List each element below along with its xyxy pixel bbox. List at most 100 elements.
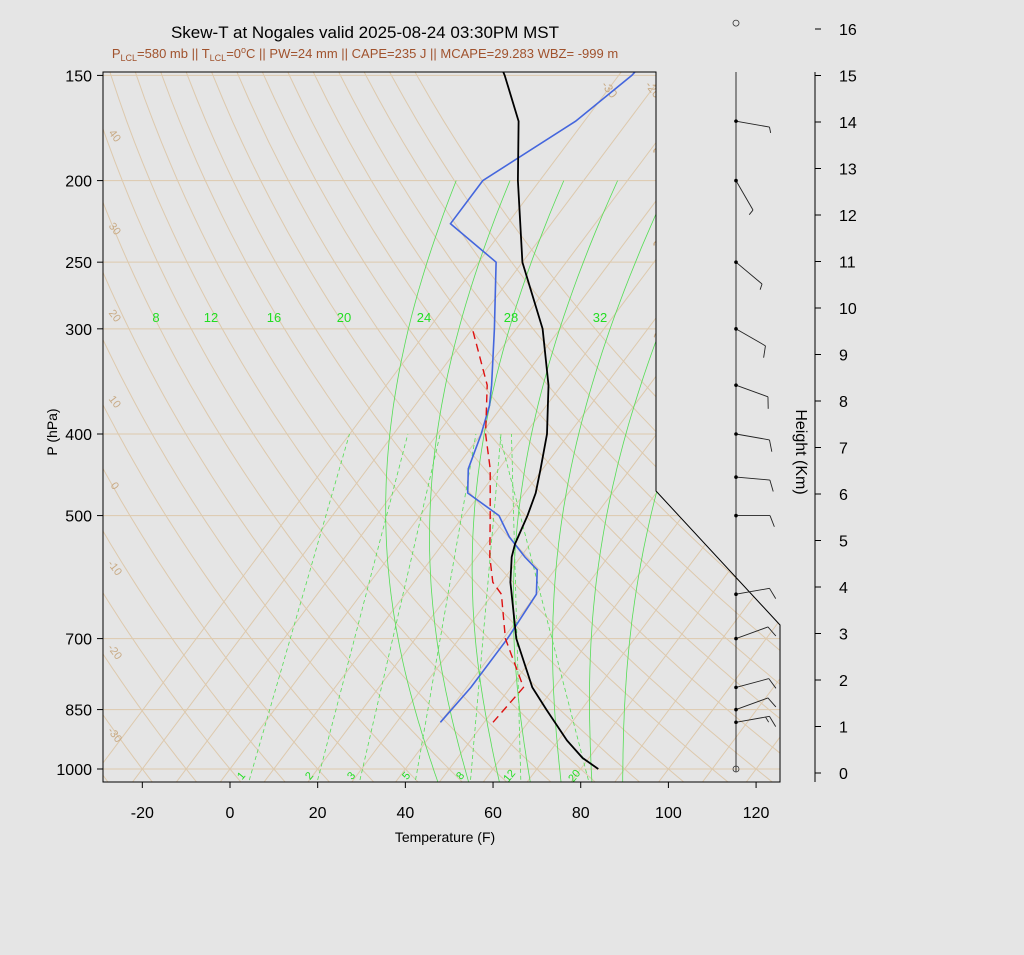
wind-barb-flag-5-0 — [769, 588, 775, 598]
wind-barbs — [733, 0, 776, 772]
dry-adiabat-10 — [0, 0, 289, 787]
wind-calm-14 — [733, 20, 739, 26]
mixing-ratio-label-5: 5 — [400, 770, 413, 782]
isotherm-30 — [348, 0, 993, 787]
moist-adiabat-24 — [553, 181, 672, 787]
height-tick-label-9: 9 — [839, 348, 848, 365]
isotherm-110 — [699, 0, 1024, 787]
moist-adiabat-label-32: 32 — [593, 310, 607, 325]
subtitle-tail: C || PW=24 mm || CAPE=235 J || MCAPE=29.… — [246, 46, 618, 61]
p-tick-label-150: 150 — [65, 68, 92, 85]
wind-dot-11 — [734, 260, 738, 264]
height-tick-label-14: 14 — [839, 115, 857, 132]
wind-dot-5 — [734, 592, 738, 596]
mixing-ratio-label-8: 8 — [454, 770, 467, 782]
subtitle-plcl-value: =580 mb || T — [137, 46, 210, 61]
p-tick-label-200: 200 — [65, 174, 92, 191]
wind-barb-12 — [736, 181, 753, 210]
dry-adiabat-right-label-1: 20 — [650, 232, 674, 256]
height-axis-label: Height (Km) — [792, 409, 809, 494]
p-tick-label-850: 850 — [65, 703, 92, 720]
dry-adiabat-140 — [208, 0, 867, 787]
chart-subtitle: PLCL=580 mb || TLCL=0oC || PW=24 mm || C… — [112, 45, 618, 63]
x-tick-label-60: 60 — [484, 805, 502, 822]
isotherm-label-50: 50 — [950, 80, 969, 99]
height-tick-label-4: 4 — [839, 580, 848, 597]
plot-area: -30-20-100102030405060708090100110120130… — [0, 0, 1024, 787]
moist-adiabat-32 — [623, 181, 779, 787]
dry-adiabat-label--30: -30 — [105, 725, 124, 745]
isotherm-labels: -30-20-100102030405060708090100110120130… — [599, 77, 1024, 102]
p-tick-label-250: 250 — [65, 255, 92, 272]
wind-dot-9 — [734, 383, 738, 387]
wind-dot-8 — [734, 432, 738, 436]
wind-dot-7 — [734, 475, 738, 479]
dry-adiabat-200 — [344, 0, 1024, 787]
isotherm-140 — [830, 0, 1024, 787]
dry-adiabat-50 — [4, 0, 468, 787]
moist-adiabat-label-28: 28 — [504, 310, 518, 325]
isotherm-label-10: 10 — [775, 80, 794, 99]
isobar-lines — [103, 0, 780, 769]
dry-adiabat-right-label-7: 40 — [775, 651, 799, 675]
mixing-ratio-label-1: 1 — [235, 770, 248, 782]
wind-barb-10 — [736, 329, 765, 346]
moist-adiabat-lines — [386, 181, 779, 787]
x-tick-label-80: 80 — [572, 805, 590, 822]
wind-barb-flag-8-0 — [769, 440, 771, 452]
dry-adiabat--50 — [0, 0, 23, 787]
wind-barb-flag-2-0 — [768, 698, 776, 707]
height-tick-label-3: 3 — [839, 627, 848, 644]
wind-barb-half-1 — [766, 717, 769, 722]
dry-adiabat-30 — [0, 0, 378, 787]
isotherm-160 — [918, 0, 1024, 787]
dry-adiabat-label-40: 40 — [106, 128, 123, 145]
isotherm-120 — [743, 0, 1024, 787]
height-tick-label-16: 16 — [839, 22, 857, 39]
subtitle-tlcl-value: =0 — [226, 46, 241, 61]
wind-barb-1 — [736, 716, 769, 722]
moist-adiabat-label-20: 20 — [337, 310, 351, 325]
dry-adiabat-130 — [185, 0, 823, 787]
pressure-axis: 1000850700500400300250200150100 — [56, 0, 103, 779]
height-tick-label-6: 6 — [839, 487, 848, 504]
wind-dot-6 — [734, 514, 738, 518]
height-tick-label-7: 7 — [839, 441, 848, 458]
isotherm-label-40: 40 — [907, 80, 926, 99]
height-tick-label-5: 5 — [839, 534, 848, 551]
isotherm-label-20: 20 — [819, 80, 838, 99]
mixing-ratio-1 — [247, 434, 349, 787]
dry-adiabat-0 — [0, 0, 245, 787]
isotherm--30 — [85, 0, 730, 787]
height-tick-label-0: 0 — [839, 766, 848, 783]
x-tick-label-20: 20 — [309, 805, 327, 822]
height-tick-label-11: 11 — [839, 255, 856, 272]
isotherm-40 — [392, 0, 1024, 787]
isotherm-70 — [524, 0, 1024, 787]
x-tick-label-120: 120 — [743, 805, 770, 822]
x-tick-label-100: 100 — [655, 805, 682, 822]
wind-dot-3 — [734, 686, 738, 690]
height-tick-label-13: 13 — [839, 162, 857, 179]
dry-adiabat--40 — [0, 0, 67, 787]
wind-barb-9 — [736, 385, 768, 397]
dry-adiabat-label-10: 10 — [106, 394, 123, 411]
moist-adiabat-label-8: 8 — [152, 310, 159, 325]
wind-barb-half-11 — [760, 284, 762, 290]
isotherm--20 — [129, 0, 774, 787]
wind-barb-5 — [736, 588, 769, 594]
dry-adiabat-190 — [321, 0, 1024, 787]
height-tick-label-15: 15 — [839, 69, 857, 86]
dry-adiabat-right-label-2: 10 — [650, 324, 674, 348]
dry-adiabat-100 — [117, 0, 690, 787]
isotherm-label-60: 60 — [994, 80, 1013, 99]
wind-barb-13 — [736, 121, 769, 127]
p-tick-label-300: 300 — [65, 322, 92, 339]
height-tick-label-8: 8 — [839, 394, 848, 411]
wind-dot-10 — [734, 327, 738, 331]
subtitle-plcl: P — [112, 46, 121, 61]
wind-barb-half-12 — [749, 210, 753, 215]
isotherm-label-30: 30 — [863, 80, 882, 99]
